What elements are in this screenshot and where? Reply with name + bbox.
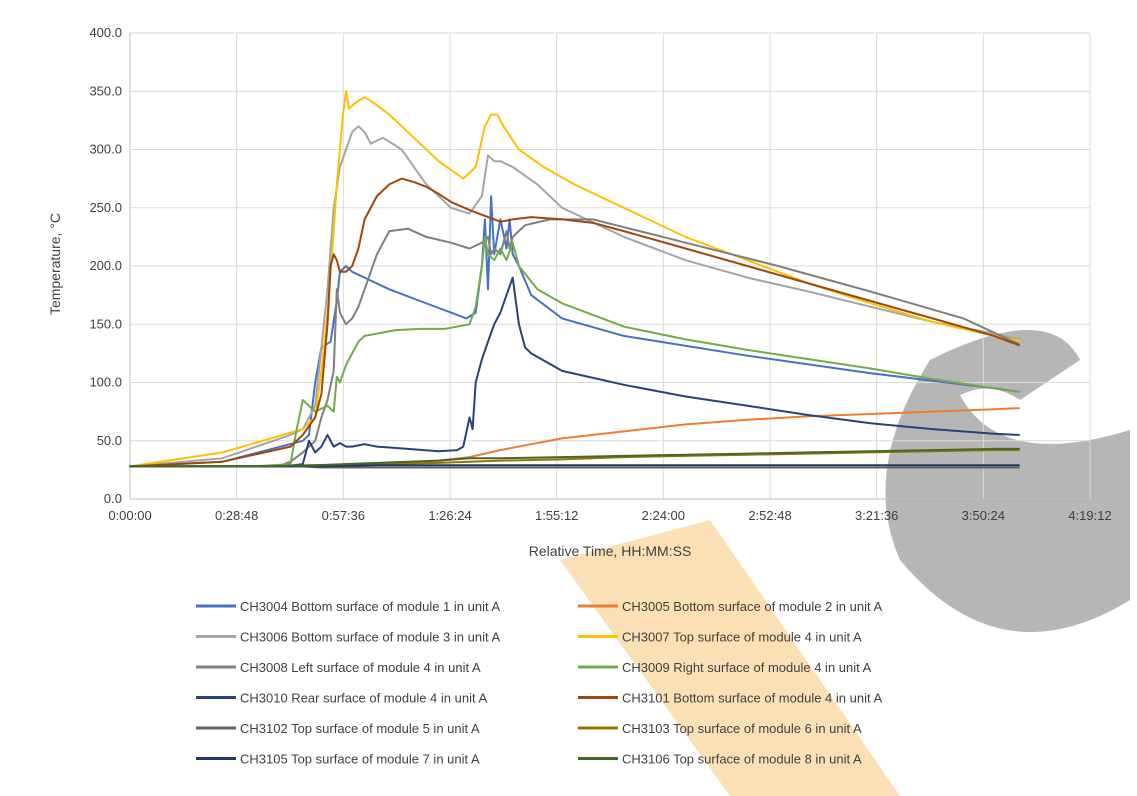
series-line-ch3007 xyxy=(129,90,1020,468)
x-tick-label: 0:00:00 xyxy=(108,508,151,523)
legend-entry: CH3009 Right surface of module 4 in unit… xyxy=(622,660,872,675)
legend-entry: CH3105 Top surface of module 7 in unit A xyxy=(240,752,480,767)
watermark-orange-band xyxy=(560,520,900,796)
legend-entry: CH3102 Top surface of module 5 in unit A xyxy=(240,721,480,736)
legend-entry: CH3005 Bottom surface of module 2 in uni… xyxy=(622,599,882,614)
series-line-ch3105 xyxy=(129,464,1020,468)
x-tick-label: 0:57:36 xyxy=(322,508,365,523)
legend-entry: CH3004 Bottom surface of module 1 in uni… xyxy=(240,599,500,614)
x-tick-label: 4:19:12 xyxy=(1068,508,1111,523)
y-tick-label: 200.0 xyxy=(89,258,122,273)
series-line-ch3009 xyxy=(129,235,1020,468)
series-line-ch3008 xyxy=(129,218,1020,468)
y-tick-label: 400.0 xyxy=(89,25,122,40)
x-tick-label: 2:24:00 xyxy=(642,508,685,523)
legend-entry: CH3010 Rear surface of module 4 in unit … xyxy=(240,691,487,706)
series-line-ch3106 xyxy=(129,447,1020,468)
series-layer xyxy=(129,90,1020,469)
x-axis-title: Relative Time, HH:MM:SS xyxy=(529,543,692,559)
series-line-ch3006 xyxy=(129,125,1020,468)
y-tick-label: 100.0 xyxy=(89,375,122,390)
watermark-gray-arc xyxy=(885,330,1130,632)
y-tick-label: 350.0 xyxy=(89,83,122,98)
series-line-ch3010 xyxy=(129,276,1020,468)
x-tick-label: 2:52:48 xyxy=(748,508,791,523)
y-tick-label: 250.0 xyxy=(89,200,122,215)
watermark-logo xyxy=(560,330,1130,796)
y-axis-title: Temperature, °C xyxy=(47,213,63,315)
legend: CH3004 Bottom surface of module 1 in uni… xyxy=(196,599,882,767)
y-tick-label: 0.0 xyxy=(104,491,122,506)
axes: 0.0 50.0 100.0 150.0 200.0 250.0 300.0 350.0 400… xyxy=(89,25,1111,523)
x-tick-label: 0:28:48 xyxy=(215,508,258,523)
series-line-ch3004 xyxy=(129,195,1020,468)
legend-entry: CH3106 Top surface of module 8 in unit A xyxy=(622,752,862,767)
legend-entry: CH3008 Left surface of module 4 in unit … xyxy=(240,660,481,675)
x-tick-label: 3:21:36 xyxy=(855,508,898,523)
legend-entry: CH3101 Bottom surface of module 4 in uni… xyxy=(622,691,882,706)
x-tick-label: 3:50:24 xyxy=(962,508,1005,523)
x-tick-label: 1:55:12 xyxy=(535,508,578,523)
legend-entry: CH3103 Top surface of module 6 in unit A xyxy=(622,721,862,736)
legend-entry: CH3006 Bottom surface of module 3 in uni… xyxy=(240,630,500,645)
y-tick-label: 300.0 xyxy=(89,142,122,157)
x-tick-label: 1:26:24 xyxy=(428,508,471,523)
y-tick-label: 50.0 xyxy=(97,433,122,448)
y-tick-label: 150.0 xyxy=(89,316,122,331)
series-line-ch3101 xyxy=(129,177,1020,468)
legend-entry: CH3007 Top surface of module 4 in unit A xyxy=(622,630,862,645)
